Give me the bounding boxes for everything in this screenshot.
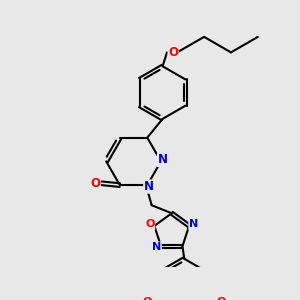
Text: O: O: [143, 297, 152, 300]
Text: O: O: [216, 297, 226, 300]
Text: O: O: [168, 46, 178, 59]
Text: O: O: [145, 219, 155, 230]
Text: N: N: [152, 242, 161, 252]
Text: N: N: [158, 153, 167, 167]
Text: O: O: [90, 177, 100, 190]
Text: N: N: [189, 219, 198, 230]
Text: N: N: [144, 180, 154, 193]
